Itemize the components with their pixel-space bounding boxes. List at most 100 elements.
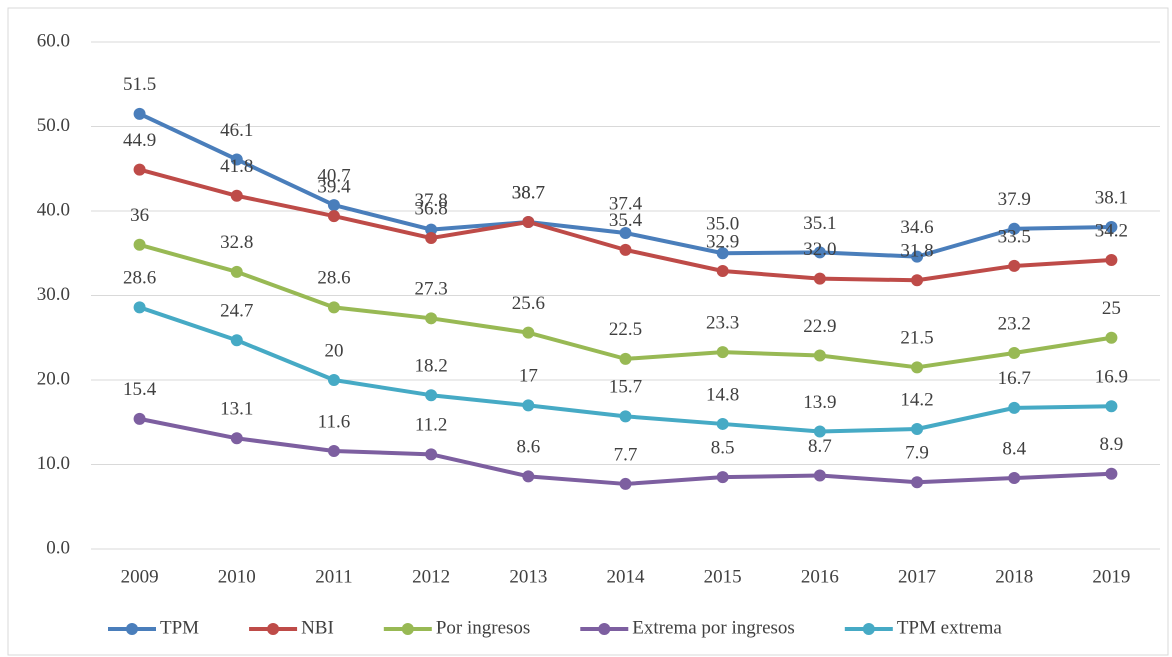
data-point [1105,400,1118,413]
data-label: 38.1 [1095,187,1128,208]
data-label: 38.7 [512,182,545,203]
data-point [425,389,438,402]
data-point [619,226,632,239]
data-label: 7.9 [905,443,929,464]
data-label: 32.0 [803,239,836,260]
data-point [425,312,438,325]
data-point [327,374,340,386]
data-point [327,301,340,314]
x-tick-label: 2017 [898,566,936,587]
data-label: 40.7 [317,165,350,186]
data-point [716,471,729,484]
data-point [230,189,243,202]
data-point [911,423,924,436]
data-label: 31.8 [900,241,933,262]
data-label: 34.6 [900,217,933,238]
x-tick-label: 2009 [121,566,159,587]
data-label: 8.9 [1100,434,1124,455]
data-point [230,334,243,347]
data-point [327,199,340,212]
data-label: 33.5 [998,226,1031,247]
data-label: 18.2 [415,356,448,377]
data-label: 35.4 [609,210,643,231]
data-point [1008,346,1021,359]
data-point [911,250,924,263]
data-point [911,476,924,489]
data-label: 37.8 [415,190,448,211]
data-point [230,432,243,445]
data-point [716,417,729,430]
data-label: 35.0 [706,214,739,235]
y-tick-label: 40.0 [37,199,70,220]
y-tick-label: 30.0 [37,284,70,305]
data-point [716,264,729,277]
legend-marker [401,623,414,635]
data-point [1105,221,1118,234]
data-label: 15.4 [123,379,157,400]
data-label: 35.1 [803,213,836,234]
data-label: 8.6 [516,437,540,458]
data-point [911,274,924,287]
legend-label: Extrema por ingresos [632,617,795,638]
data-point [425,223,438,236]
data-label: 36 [130,205,149,226]
x-tick-label: 2019 [1092,566,1130,587]
data-point [133,163,146,176]
x-tick-label: 2010 [218,566,256,587]
data-label: 22.9 [803,316,836,337]
data-label: 28.6 [317,268,350,289]
data-label: 25.6 [512,293,545,314]
data-label: 20 [324,340,343,361]
x-tick-label: 2012 [412,566,450,587]
data-point [425,448,438,461]
data-label: 13.1 [220,399,253,420]
legend-label: Por ingresos [436,617,530,638]
data-label: 37.9 [998,189,1031,210]
data-point [1105,254,1118,267]
y-tick-label: 0.0 [46,537,70,558]
data-label: 23.2 [998,313,1031,334]
data-label: 17 [519,366,538,387]
data-label: 14.8 [706,384,739,405]
data-label: 38.7 [512,182,545,203]
data-label: 34.2 [1095,220,1128,241]
legend-label: TPM extrema [897,617,1003,638]
legend-label: NBI [301,617,334,638]
data-label: 16.7 [998,368,1031,389]
data-point [813,349,826,362]
data-label: 13.9 [803,392,836,413]
data-point [133,412,146,425]
data-label: 32.9 [706,231,739,252]
data-point [1008,472,1021,485]
x-tick-label: 2015 [704,566,742,587]
data-point [813,469,826,482]
data-point [522,326,535,339]
data-point [813,272,826,285]
data-point [619,477,632,490]
x-tick-label: 2016 [801,566,839,587]
data-label: 15.7 [609,377,642,398]
data-point [522,399,535,412]
data-point [813,425,826,438]
data-point [133,238,146,251]
data-point [716,346,729,359]
data-point [619,352,632,365]
data-label: 37.4 [609,193,643,214]
data-point [1105,467,1118,480]
data-point [1105,331,1118,344]
data-label: 14.2 [900,389,933,410]
y-tick-label: 10.0 [37,453,70,474]
x-tick-label: 2014 [607,566,646,587]
x-tick-label: 2013 [509,566,547,587]
data-label: 24.7 [220,301,253,322]
legend-marker [598,623,611,635]
x-tick-label: 2018 [995,566,1033,587]
data-point [230,265,243,278]
y-tick-label: 60.0 [37,30,70,51]
data-point [230,153,243,166]
x-tick-label: 2011 [315,566,352,587]
data-point [522,470,535,483]
data-label: 21.5 [900,328,933,349]
data-point [813,246,826,259]
